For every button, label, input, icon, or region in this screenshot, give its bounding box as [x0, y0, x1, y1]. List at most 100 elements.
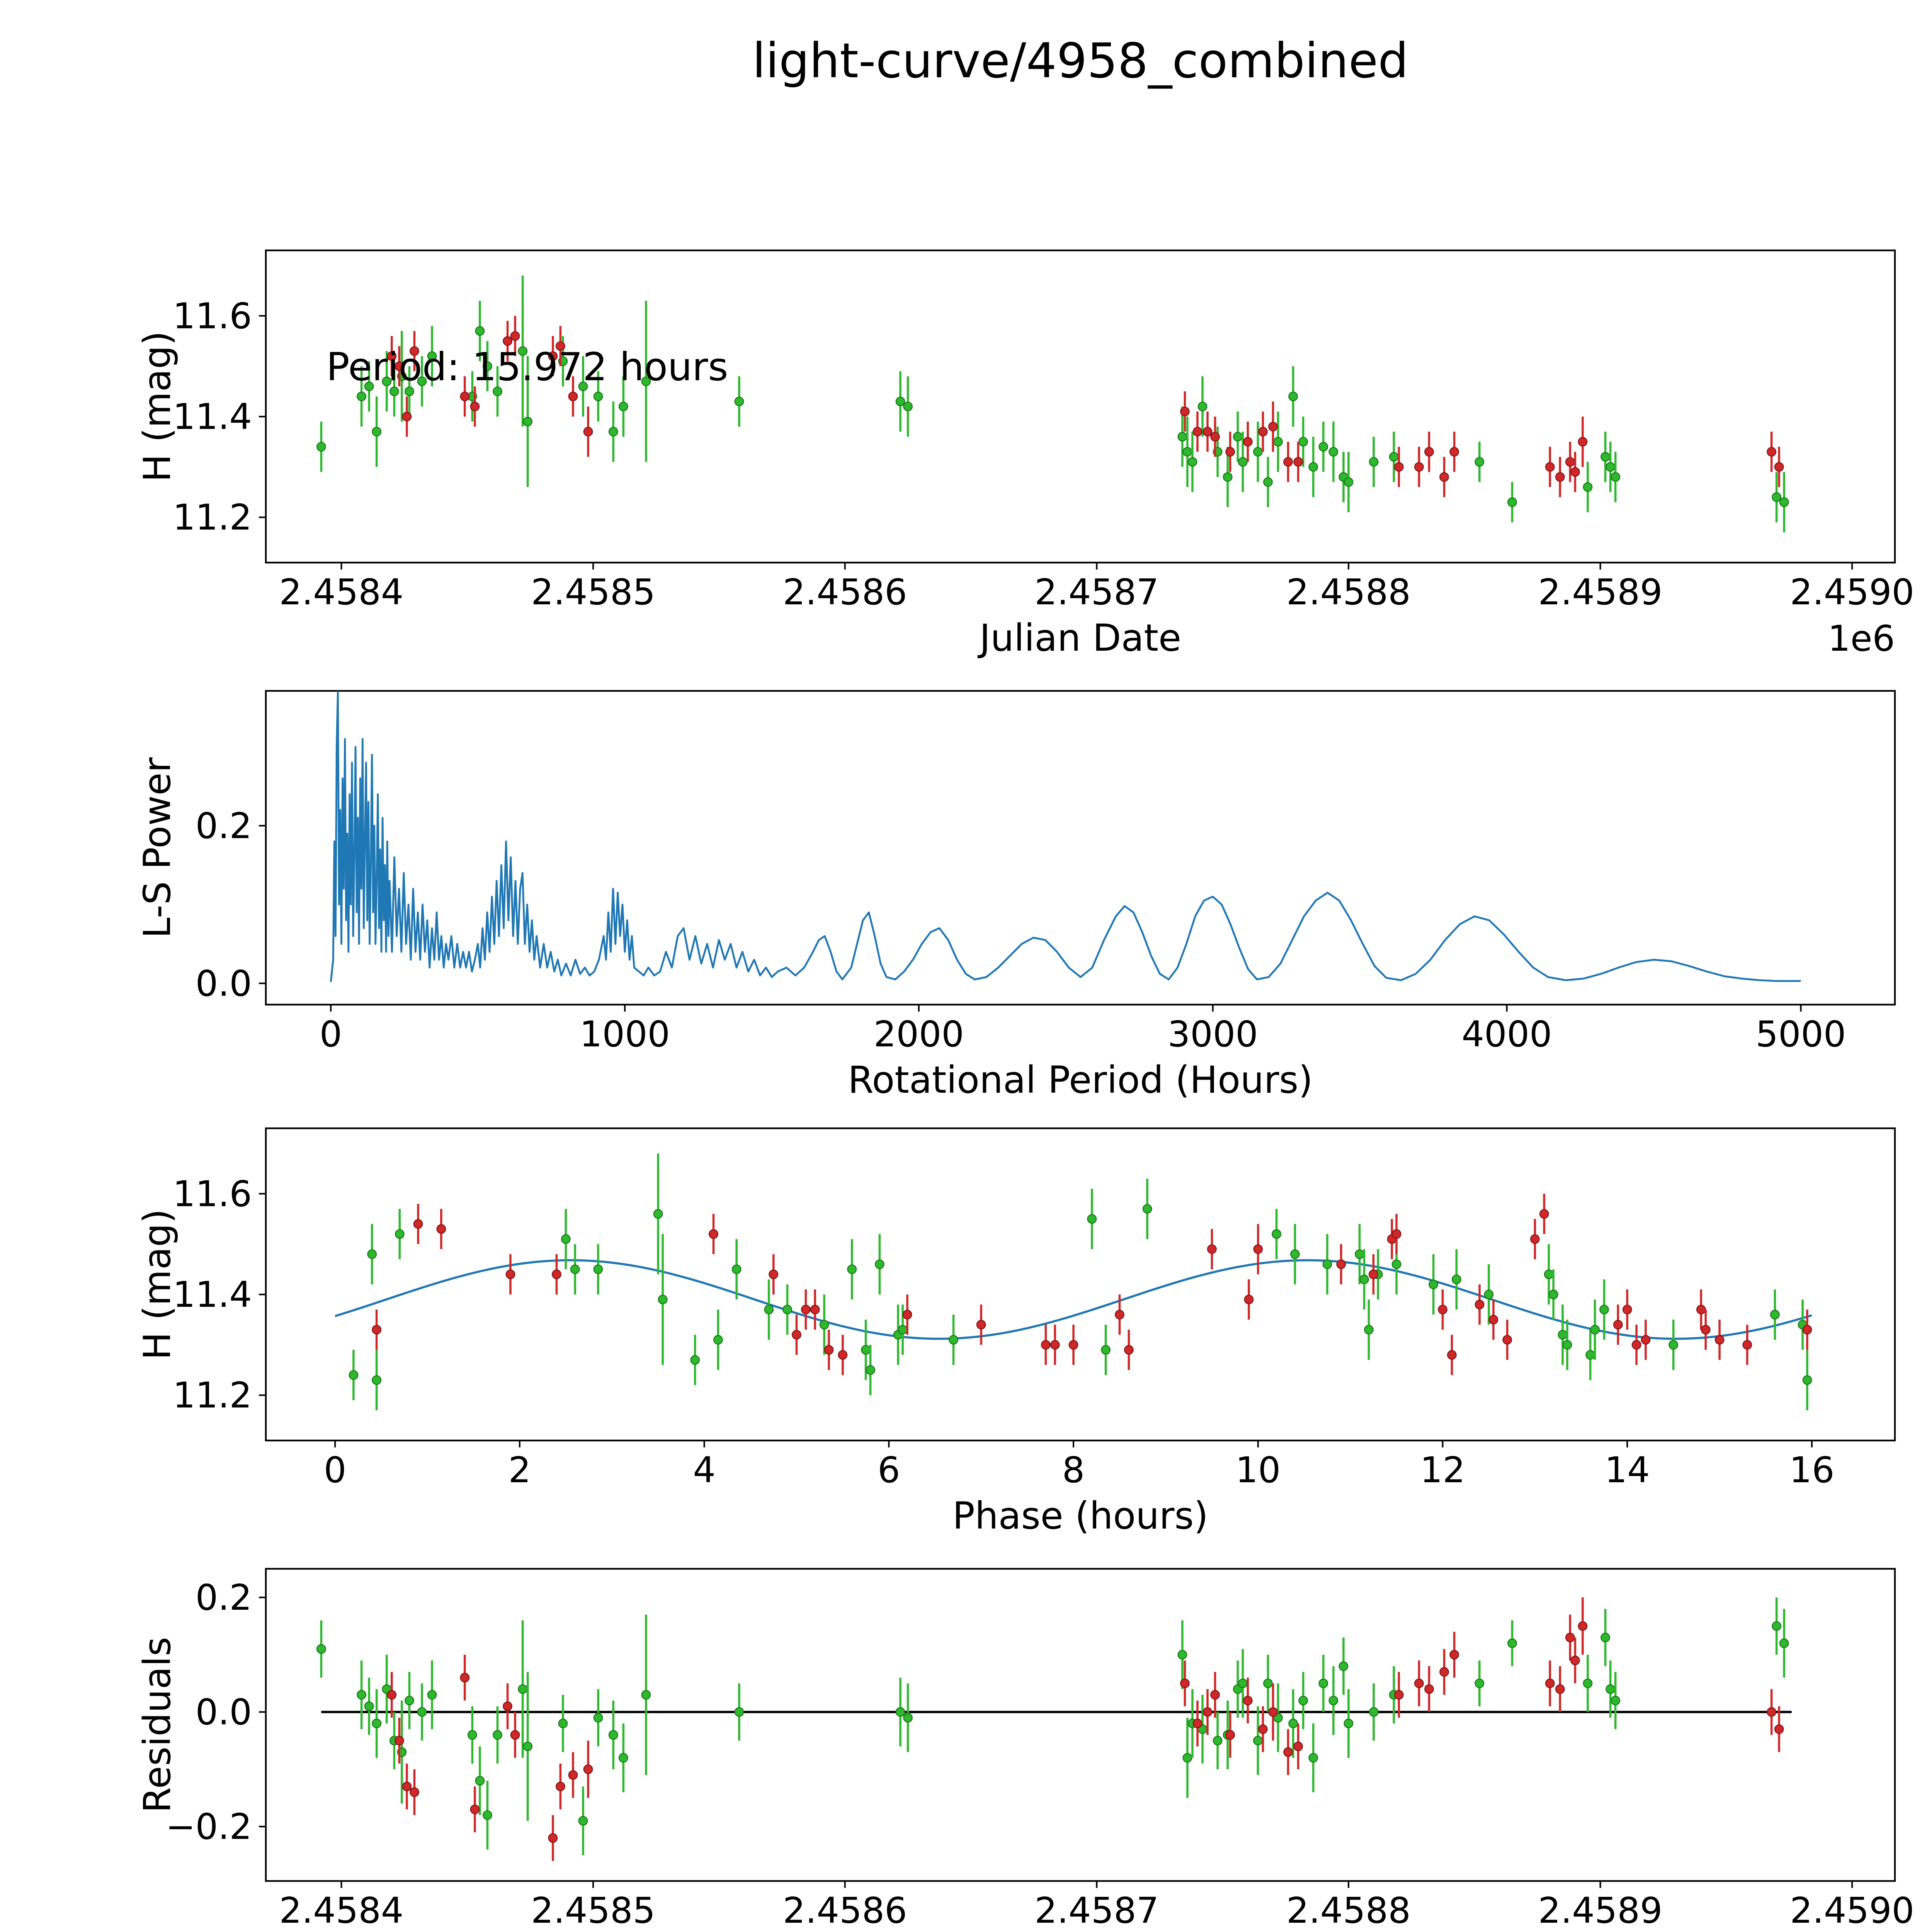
data-point: [1177, 432, 1187, 442]
x-tick-label: 2.4587: [1034, 1890, 1159, 1931]
data-point: [1701, 1325, 1711, 1335]
data-point: [1590, 1325, 1600, 1335]
data-point: [903, 1713, 913, 1723]
data-point: [1605, 462, 1616, 472]
data-point: [1180, 1679, 1190, 1688]
data-point: [734, 1707, 744, 1717]
data-point: [1308, 1753, 1318, 1763]
data-point: [1565, 457, 1575, 467]
data-point: [1318, 1679, 1328, 1688]
data-point: [1622, 1304, 1632, 1315]
data-point: [1544, 1269, 1554, 1279]
panel-periodogram: 0 1000 2000 3000 4000 5000 0.0 0.2 Rotational Pe…: [136, 690, 1896, 1102]
data-point: [1258, 427, 1268, 437]
x-tick-label: 2.4586: [783, 1890, 907, 1931]
x-tick-label: 2.4585: [531, 571, 655, 613]
x-tick-label: 2.4588: [1286, 571, 1411, 613]
data-point: [1565, 1633, 1575, 1643]
data-point: [1344, 477, 1354, 487]
data-point: [460, 391, 470, 401]
data-point: [1599, 1304, 1609, 1315]
data-point: [709, 1229, 718, 1239]
data-point: [1124, 1345, 1134, 1355]
data-point: [1298, 1696, 1308, 1706]
data-point: [413, 1219, 423, 1229]
ls-power-curve: [330, 690, 1801, 982]
data-point: [1394, 462, 1404, 472]
y-tick-label: 11.6: [173, 295, 252, 337]
x-tick-label: 2.4589: [1538, 571, 1663, 613]
data-point: [389, 386, 399, 396]
data-point: [593, 391, 603, 401]
period-annotation: Period: 15.972 hours: [326, 344, 728, 389]
data-point: [1197, 401, 1208, 412]
axes-box: [265, 690, 1896, 1006]
data-point: [503, 1701, 512, 1711]
data-point: [1202, 1707, 1213, 1717]
y-tick-label: 0.2: [196, 805, 252, 847]
data-point: [372, 427, 382, 437]
data-point: [1115, 1310, 1124, 1320]
data-point: [1192, 427, 1202, 437]
data-point: [316, 442, 326, 452]
y-axis-label: Residuals: [136, 1637, 179, 1813]
data-point: [1714, 1335, 1725, 1345]
data-point: [402, 1781, 412, 1791]
sinusoid-fit-curve: [335, 1259, 1812, 1340]
data-point: [382, 376, 392, 386]
data-point: [1328, 447, 1338, 457]
data-point: [641, 376, 651, 386]
y-axis-label: L-S Power: [136, 757, 179, 938]
data-point: [847, 1264, 857, 1274]
data-point: [866, 1365, 875, 1375]
x-tick-label: 2.4584: [279, 1890, 404, 1931]
data-point: [1298, 437, 1308, 447]
data-point: [1530, 1234, 1540, 1244]
data-point: [417, 376, 427, 386]
data-point: [1101, 1345, 1111, 1355]
data-point: [1369, 457, 1379, 467]
data-point: [1087, 1214, 1097, 1224]
data-point: [1583, 482, 1593, 492]
data-point: [1449, 1650, 1459, 1660]
data-point: [1613, 1320, 1623, 1330]
data-point: [578, 381, 588, 391]
data-point: [1041, 1340, 1051, 1350]
data-point: [895, 1707, 905, 1717]
data-point: [838, 1350, 848, 1360]
x-tick-label: 16: [1789, 1449, 1834, 1491]
data-point: [364, 381, 374, 391]
data-point: [395, 1229, 405, 1239]
x-tick-label: 2.4590: [1790, 1890, 1914, 1931]
data-point: [523, 1742, 533, 1751]
data-point: [578, 1816, 588, 1826]
data-point: [467, 1730, 477, 1740]
data-point: [1344, 1718, 1354, 1728]
data-point: [1555, 472, 1565, 482]
data-point: [1142, 1204, 1152, 1214]
data-point: [1233, 432, 1243, 442]
data-point: [792, 1330, 801, 1340]
y-tick-label: 0.2: [196, 1577, 252, 1618]
data-point: [1253, 447, 1263, 457]
data-point: [405, 1696, 414, 1706]
data-point: [475, 326, 485, 336]
data-point: [1770, 1310, 1780, 1320]
data-point: [1484, 1289, 1494, 1299]
x-tick-label: 1000: [580, 1014, 670, 1055]
data-point: [1223, 472, 1233, 482]
data-point: [1631, 1340, 1641, 1350]
data-point: [1475, 1299, 1485, 1310]
data-point: [1605, 1684, 1616, 1694]
data-point: [402, 412, 412, 422]
data-point: [1774, 462, 1784, 472]
data-point: [1548, 1289, 1558, 1299]
data-point: [1611, 472, 1621, 482]
data-point: [1213, 1736, 1223, 1746]
data-point: [810, 1304, 820, 1315]
data-point: [1600, 1633, 1611, 1643]
data-point: [1258, 1724, 1268, 1734]
data-point: [387, 1690, 397, 1700]
data-point: [1539, 1209, 1549, 1219]
